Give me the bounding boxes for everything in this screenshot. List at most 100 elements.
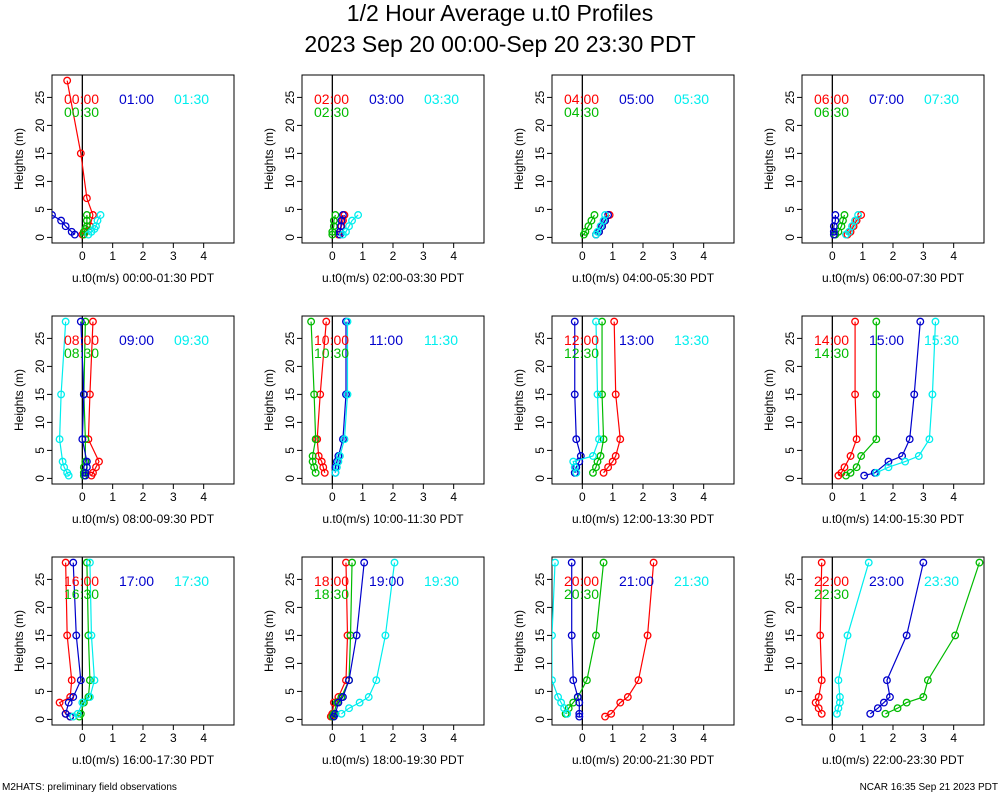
x-tick-label: 2	[890, 731, 897, 745]
data-point	[310, 463, 319, 472]
series-line	[552, 562, 568, 715]
profile-panel: 0 1 2 3 4 0 5 10 15 20 25 Heights (m) u.t0(m/s) 22:0…	[762, 556, 985, 767]
legend-entry: 01:00	[119, 91, 154, 107]
data-point	[592, 631, 600, 640]
x-tick-label: 1	[359, 490, 366, 504]
data-point	[364, 693, 373, 701]
profile-panel: 0 1 2 3 4 0 5 10 15 20 25 Heights (m) u.t0(m/s) 06:0…	[762, 74, 985, 285]
x-tick-label: 1	[359, 249, 366, 263]
data-point	[88, 317, 97, 326]
y-axis-label: Heights (m)	[512, 610, 526, 672]
x-tick-label: 3	[420, 731, 427, 745]
data-point	[914, 452, 923, 460]
data-point	[78, 435, 87, 444]
data-point	[328, 227, 337, 236]
data-point	[604, 463, 613, 472]
series-line	[64, 562, 82, 718]
x-tick-label: 0	[829, 490, 836, 504]
x-axis-label: u.t0(m/s) 02:00-03:30 PDT	[322, 271, 465, 285]
data-point	[601, 712, 610, 721]
y-tick-label: 25	[533, 331, 547, 345]
y-tick-label: 25	[533, 90, 547, 104]
x-tick-label: 3	[420, 249, 427, 263]
x-tick-label: 0	[579, 490, 586, 504]
series-line	[334, 321, 349, 473]
x-tick-label: 0	[829, 249, 836, 263]
x-tick-label: 2	[640, 731, 647, 745]
data-point	[81, 471, 90, 480]
y-tick-label: 25	[33, 90, 47, 104]
y-tick-label: 5	[283, 688, 297, 695]
data-point	[81, 468, 90, 477]
x-tick-label: 2	[390, 249, 397, 263]
data-point	[919, 693, 928, 701]
data-point	[55, 435, 64, 444]
data-point	[839, 216, 847, 225]
data-point	[337, 216, 346, 225]
x-tick-label: 3	[670, 490, 677, 504]
data-point	[552, 631, 556, 640]
x-tick-label: 0	[79, 731, 86, 745]
x-tick-label: 3	[670, 249, 677, 263]
y-tick-label: 0	[33, 716, 47, 723]
data-point	[951, 631, 960, 640]
y-tick-label: 5	[783, 688, 797, 695]
data-point	[592, 230, 600, 239]
data-point	[916, 317, 925, 326]
x-tick-label: 0	[329, 731, 336, 745]
y-tick-label: 5	[33, 206, 47, 213]
legend-entry: 13:00	[619, 332, 654, 348]
y-axis-label: Heights (m)	[262, 610, 276, 672]
legend-entry: 11:00	[369, 332, 403, 348]
data-point	[589, 468, 597, 477]
data-point	[864, 558, 873, 567]
data-point	[572, 468, 581, 477]
x-axis-label: u.t0(m/s) 04:00-05:30 PDT	[572, 271, 715, 285]
y-tick-label: 5	[533, 688, 547, 695]
data-point	[928, 390, 937, 399]
x-tick-label: 1	[859, 490, 866, 504]
profile-panel: 0 1 2 3 4 0 5 10 15 20 25 Heights (m) u.t0(m/s) 14:0…	[762, 315, 985, 526]
data-point	[611, 390, 620, 399]
y-tick-label: 10	[533, 174, 547, 188]
x-tick-label: 0	[329, 490, 336, 504]
y-axis-label: Heights (m)	[762, 369, 776, 431]
data-point	[82, 216, 91, 225]
y-tick-label: 5	[783, 206, 797, 213]
series-group	[55, 317, 103, 480]
series-line	[836, 562, 870, 714]
data-point	[85, 676, 94, 685]
y-tick-label: 15	[533, 146, 547, 160]
data-point	[381, 631, 390, 640]
data-point	[332, 463, 341, 472]
data-point	[872, 468, 881, 477]
series-line	[310, 321, 317, 473]
y-tick-label: 20	[533, 359, 547, 373]
x-tick-label: 2	[640, 490, 647, 504]
series-line	[72, 562, 96, 718]
footer-note: M2HATS: preliminary field observations	[2, 782, 177, 793]
y-tick-label: 0	[33, 475, 47, 482]
data-point	[879, 698, 888, 707]
y-tick-label: 0	[783, 716, 797, 723]
series-line	[837, 321, 858, 477]
data-point	[70, 230, 79, 239]
data-point	[85, 558, 94, 567]
legend-entry: 22:30	[814, 586, 849, 602]
data-point	[575, 712, 584, 721]
legend-entry: 21:30	[674, 573, 709, 589]
x-tick-label: 3	[170, 249, 177, 263]
data-point	[352, 631, 361, 640]
data-point	[552, 558, 559, 567]
data-point	[846, 452, 855, 460]
x-axis-label: u.t0(m/s) 14:00-15:30 PDT	[822, 512, 965, 526]
profile-panel: 0 1 2 3 4 0 5 10 15 20 25 Heights (m) u.t0(m/s) 02:0…	[262, 74, 485, 285]
y-tick-label: 25	[783, 331, 797, 345]
x-tick-label: 2	[890, 249, 897, 263]
profile-panel: 0 1 2 3 4 0 5 10 15 20 25 Heights (m) u.t0(m/s) 20:0…	[512, 556, 735, 767]
series-line	[334, 321, 347, 473]
legend-entry: 23:30	[924, 573, 959, 589]
x-tick-label: 4	[700, 731, 707, 745]
data-point	[329, 712, 338, 721]
profile-panel: 0 1 2 3 4 0 5 10 15 20 25 Heights (m) u.t0(m/s) 12:0…	[512, 315, 735, 526]
